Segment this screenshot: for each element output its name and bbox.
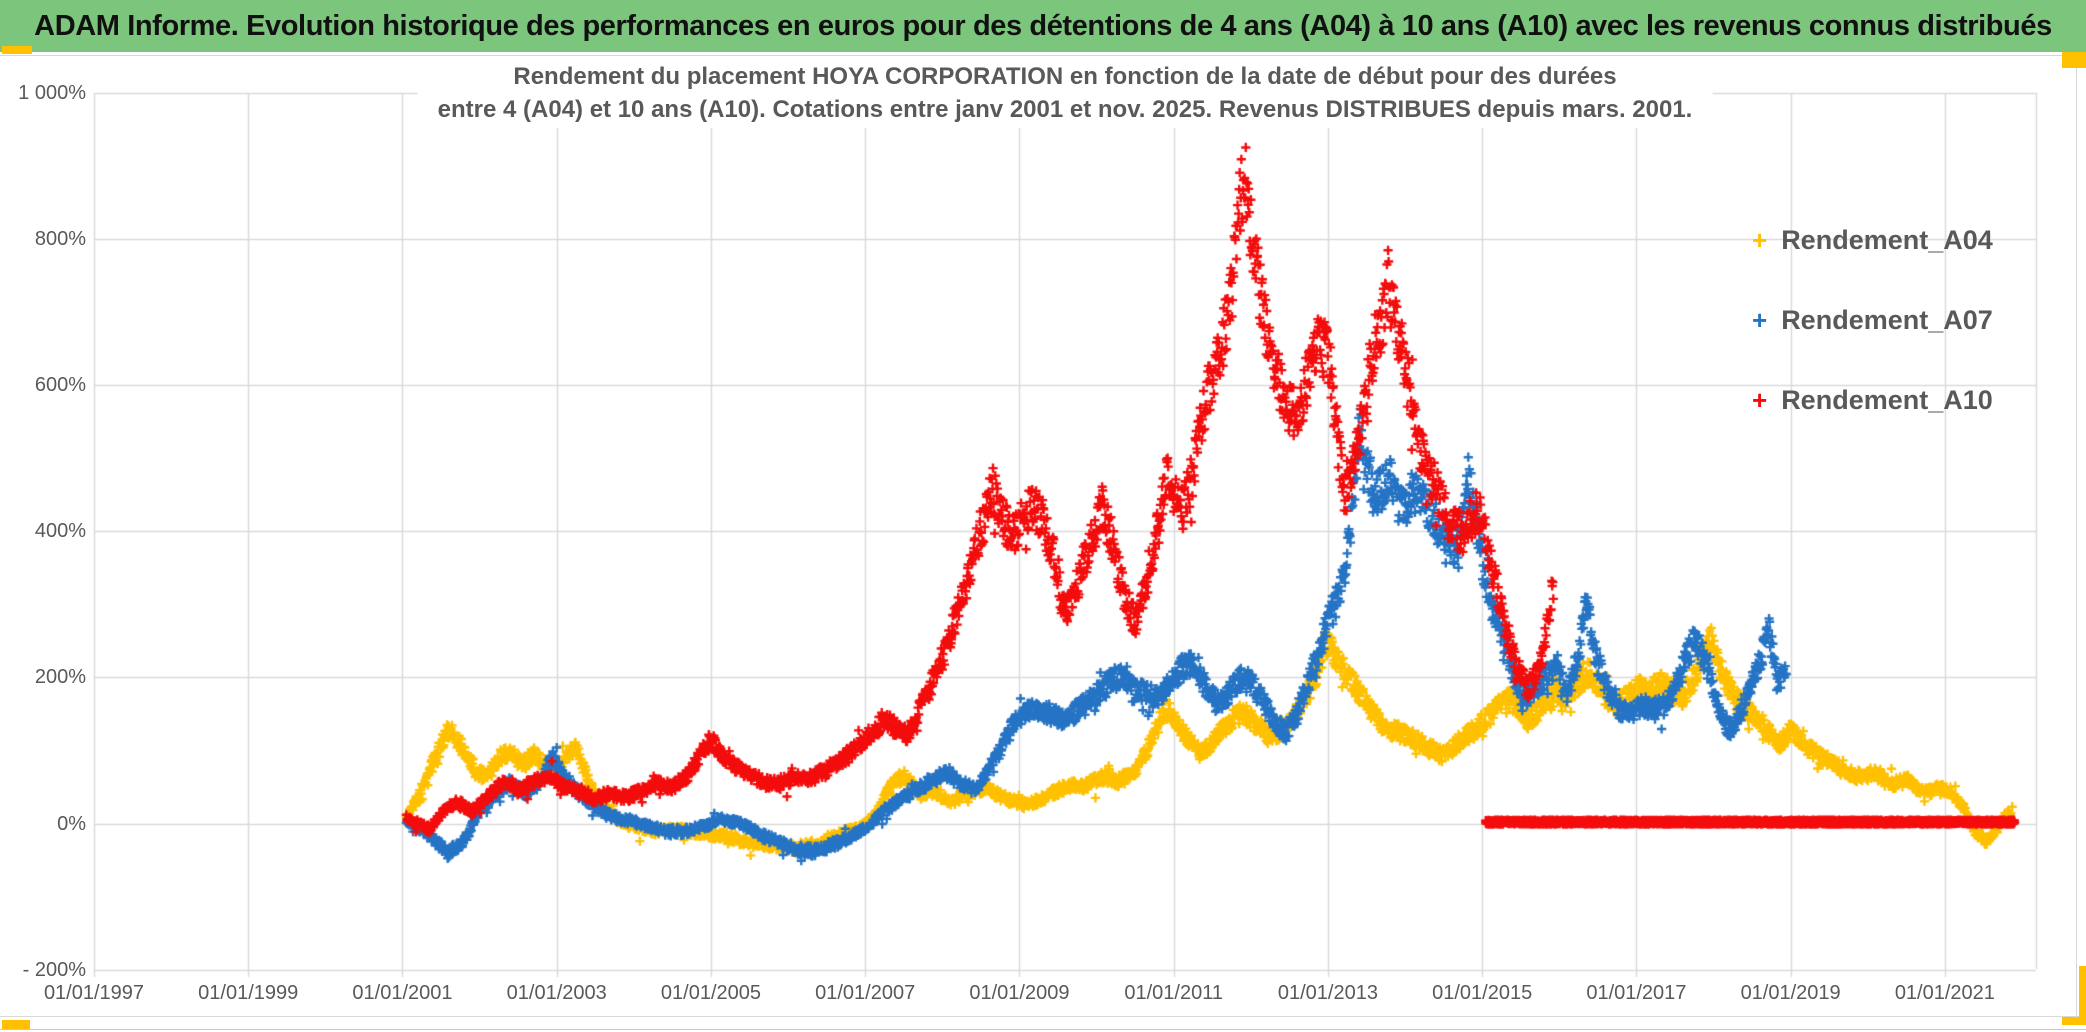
y-tick-label: - 200% [22, 958, 86, 981]
y-tick-label: 400% [34, 520, 86, 543]
x-tick-label: 01/01/1999 [198, 982, 299, 1004]
chart-title-line2: entre 4 (A04) et 10 ans (A10). Cotations… [437, 96, 1693, 123]
x-tick-label: 01/01/2011 [1124, 982, 1223, 1004]
x-tick-label: 01/01/2007 [815, 982, 916, 1004]
chart-legend: + Rendement_A04 + Rendement_A07 + Rendement_A… [1752, 200, 1993, 440]
x-tick-label: 01/01/2017 [1586, 982, 1687, 1004]
plus-marker-icon: + [1752, 225, 1768, 255]
x-tick-label: 01/01/2021 [1894, 982, 1995, 1004]
x-tick-label: 01/01/2003 [506, 982, 607, 1004]
legend-item-rendement_a10: + Rendement_A10 [1752, 360, 1993, 440]
x-tick-label: 01/01/2009 [969, 982, 1070, 1004]
legend-label: Rendement_A04 [1781, 224, 1993, 255]
plus-marker-icon: + [1752, 305, 1768, 335]
x-tick-label: 01/01/2015 [1432, 982, 1533, 1004]
y-tick-label: 1 000% [18, 81, 86, 104]
x-tick-label: 01/01/2001 [352, 982, 453, 1004]
x-tick-label: 01/01/2013 [1277, 982, 1378, 1004]
x-tick-label: 01/01/2019 [1740, 982, 1841, 1004]
y-tick-label: 800% [34, 227, 86, 250]
plus-marker-icon: + [1752, 385, 1768, 415]
y-tick-label: 200% [34, 666, 86, 689]
legend-label: Rendement_A07 [1781, 304, 1993, 335]
y-tick-label: 600% [34, 374, 86, 397]
x-tick-label: 01/01/2005 [660, 982, 761, 1004]
chart-title: Rendement du placement HOYA CORPORATION … [417, 58, 1713, 128]
legend-label: Rendement_A10 [1781, 384, 1993, 415]
legend-item-rendement_a04: + Rendement_A04 [1752, 200, 1993, 280]
legend-item-rendement_a07: + Rendement_A07 [1752, 280, 1993, 360]
chart-title-line1: Rendement du placement HOYA CORPORATION … [513, 63, 1617, 90]
y-tick-label: 0% [57, 812, 86, 835]
x-tick-label: 01/01/1997 [43, 982, 145, 1004]
